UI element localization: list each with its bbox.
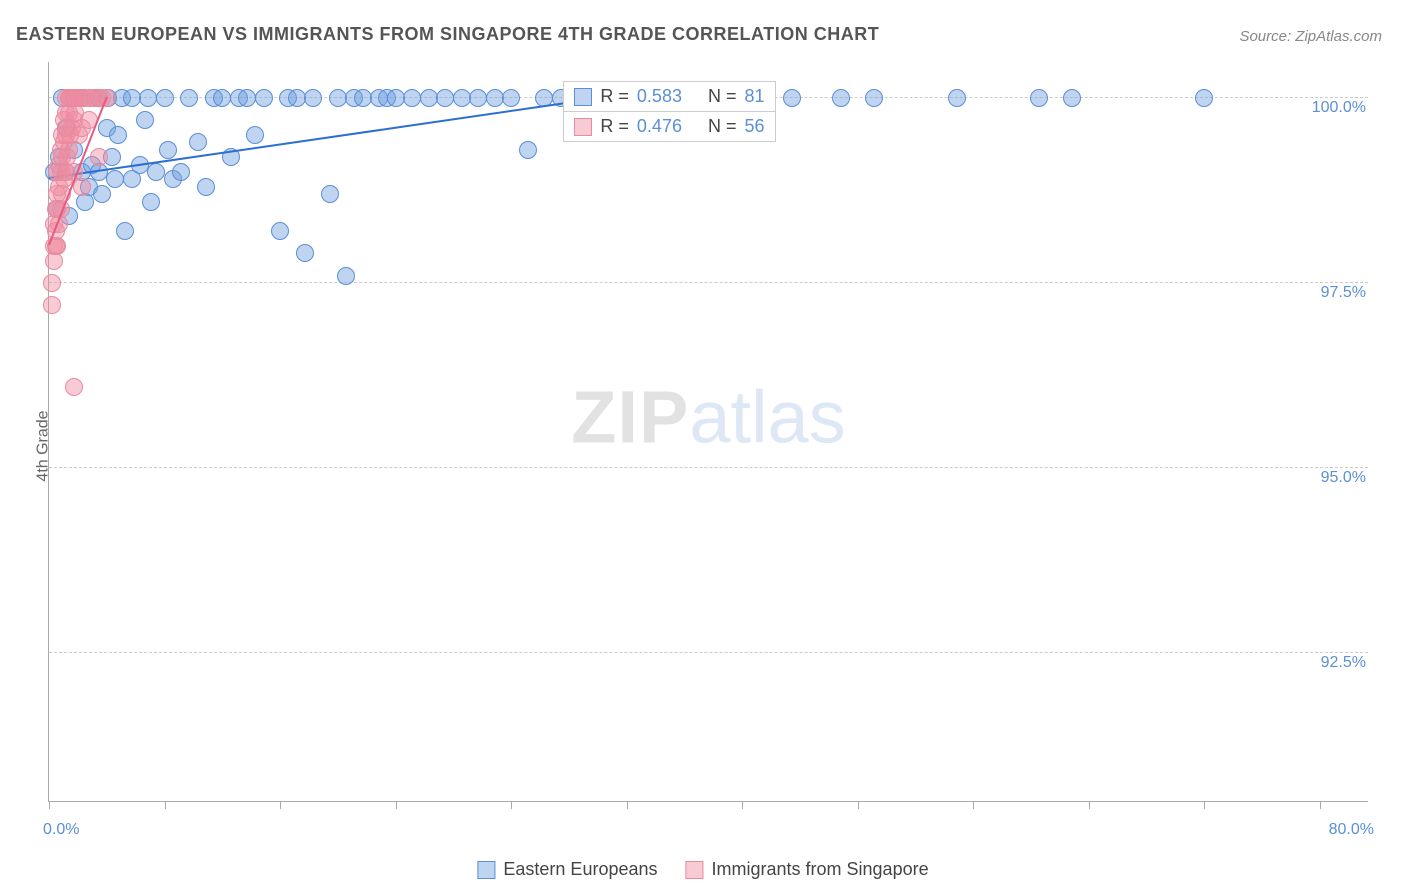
x-tick <box>1320 801 1321 809</box>
scatter-point <box>93 185 111 203</box>
scatter-point <box>321 185 339 203</box>
source-attribution: Source: ZipAtlas.com <box>1239 28 1382 45</box>
chart-legend: Eastern Europeans Immigrants from Singapo… <box>477 859 928 880</box>
y-tick-label: 97.5% <box>1321 284 1370 302</box>
legend-label: Eastern Europeans <box>503 859 657 880</box>
x-tick <box>858 801 859 809</box>
gridline <box>49 467 1368 468</box>
legend-swatch-icon <box>477 861 495 879</box>
legend-label: Immigrants from Singapore <box>712 859 929 880</box>
x-tick <box>49 801 50 809</box>
r-value: 0.583 <box>637 86 682 107</box>
series-swatch-icon <box>574 88 592 106</box>
scatter-point <box>139 89 157 107</box>
scatter-point <box>304 89 322 107</box>
n-value: 56 <box>745 116 765 137</box>
scatter-point <box>246 126 264 144</box>
scatter-point <box>43 274 61 292</box>
chart-title: EASTERN EUROPEAN VS IMMIGRANTS FROM SING… <box>16 24 879 45</box>
scatter-point <box>255 89 273 107</box>
scatter-point <box>147 163 165 181</box>
n-label: N = <box>708 86 737 107</box>
x-tick <box>396 801 397 809</box>
scatter-point <box>453 89 471 107</box>
scatter-point <box>296 244 314 262</box>
correlation-stat-box: R = 0.476 N = 56 <box>563 111 775 142</box>
r-value: 0.476 <box>637 116 682 137</box>
x-tick <box>165 801 166 809</box>
watermark-atlas: atlas <box>689 375 845 458</box>
scatter-point <box>403 89 421 107</box>
series-swatch-icon <box>574 118 592 136</box>
y-tick-label: 95.0% <box>1321 469 1370 487</box>
x-min-label: 0.0% <box>43 821 79 839</box>
gridline <box>49 652 1368 653</box>
scatter-point <box>783 89 801 107</box>
watermark: ZIPatlas <box>571 374 845 459</box>
scatter-point <box>65 378 83 396</box>
scatter-point <box>1063 89 1081 107</box>
scatter-point <box>213 89 231 107</box>
x-tick <box>280 801 281 809</box>
scatter-point <box>172 163 190 181</box>
n-value: 81 <box>745 86 765 107</box>
scatter-point <box>329 89 347 107</box>
x-tick <box>742 801 743 809</box>
scatter-point <box>43 296 61 314</box>
scatter-plot-area: ZIPatlas 92.5%95.0%97.5%100.0%0.0%80.0%R… <box>48 62 1368 802</box>
r-label: R = <box>600 86 629 107</box>
scatter-point <box>469 89 487 107</box>
scatter-point <box>420 89 438 107</box>
scatter-point <box>271 222 289 240</box>
scatter-point <box>123 89 141 107</box>
scatter-point <box>106 170 124 188</box>
x-tick <box>627 801 628 809</box>
scatter-point <box>189 133 207 151</box>
y-tick-label: 92.5% <box>1321 654 1370 672</box>
scatter-point <box>1030 89 1048 107</box>
scatter-point <box>865 89 883 107</box>
scatter-point <box>90 148 108 166</box>
scatter-point <box>159 141 177 159</box>
scatter-point <box>238 89 256 107</box>
legend-item: Immigrants from Singapore <box>686 859 929 880</box>
scatter-point <box>948 89 966 107</box>
x-max-label: 80.0% <box>1329 821 1374 839</box>
scatter-point <box>337 267 355 285</box>
x-tick <box>511 801 512 809</box>
scatter-point <box>519 141 537 159</box>
scatter-point <box>486 89 504 107</box>
scatter-point <box>436 89 454 107</box>
scatter-point <box>288 89 306 107</box>
n-label: N = <box>708 116 737 137</box>
r-label: R = <box>600 116 629 137</box>
legend-swatch-icon <box>686 861 704 879</box>
scatter-point <box>136 111 154 129</box>
scatter-point <box>109 126 127 144</box>
scatter-point <box>387 89 405 107</box>
x-tick <box>1089 801 1090 809</box>
correlation-stat-box: R = 0.583 N = 81 <box>563 81 775 112</box>
scatter-point <box>197 178 215 196</box>
scatter-point <box>142 193 160 211</box>
scatter-point <box>156 89 174 107</box>
x-tick <box>1204 801 1205 809</box>
scatter-point <box>116 222 134 240</box>
gridline <box>49 282 1368 283</box>
watermark-zip: ZIP <box>571 375 689 458</box>
scatter-point <box>354 89 372 107</box>
y-tick-label: 100.0% <box>1312 99 1370 117</box>
x-tick <box>973 801 974 809</box>
scatter-point <box>180 89 198 107</box>
scatter-point <box>1195 89 1213 107</box>
legend-item: Eastern Europeans <box>477 859 657 880</box>
scatter-point <box>73 178 91 196</box>
scatter-point <box>832 89 850 107</box>
scatter-point <box>502 89 520 107</box>
